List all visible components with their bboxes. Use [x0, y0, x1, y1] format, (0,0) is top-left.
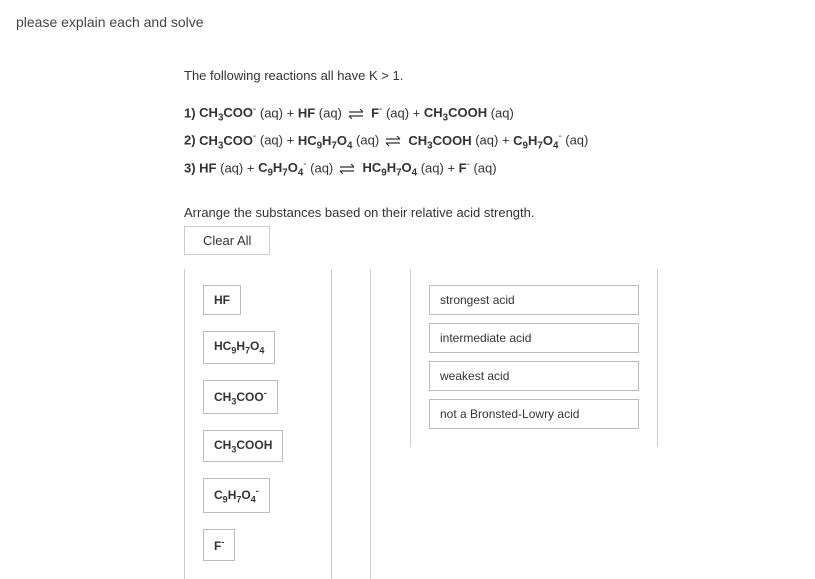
- column-divider: [370, 269, 372, 579]
- equilibrium-arrow-icon: [385, 136, 403, 146]
- source-column: HF HC9H7O4 CH3COO- CH3COOH C9H7O4- F-: [184, 269, 332, 579]
- slot-weakest-acid[interactable]: weakest acid: [429, 361, 639, 391]
- question-content: The following reactions all have K > 1. …: [184, 68, 815, 579]
- chip-acetate[interactable]: CH3COO-: [203, 380, 278, 414]
- instruction-text: Arrange the substances based on their re…: [184, 205, 815, 220]
- reaction-1: 1) CH3COO- (aq) + HF (aq) F- (aq) + CH3C…: [184, 101, 815, 128]
- reaction-2-prefix: 2): [184, 133, 199, 148]
- clear-all-button[interactable]: Clear All: [184, 226, 270, 255]
- reaction-list: 1) CH3COO- (aq) + HF (aq) F- (aq) + CH3C…: [184, 101, 815, 183]
- equilibrium-arrow-icon: [339, 164, 357, 174]
- slot-intermediate-acid[interactable]: intermediate acid: [429, 323, 639, 353]
- target-column: strongest acid intermediate acid weakest…: [410, 269, 658, 447]
- user-prompt: please explain each and solve: [16, 14, 815, 30]
- drag-drop-area: HF HC9H7O4 CH3COO- CH3COOH C9H7O4- F- st…: [184, 269, 815, 579]
- equilibrium-arrow-icon: [348, 109, 366, 119]
- chip-aspirin-acid[interactable]: HC9H7O4: [203, 331, 275, 363]
- chip-hf[interactable]: HF: [203, 285, 241, 315]
- slot-not-acid[interactable]: not a Bronsted-Lowry acid: [429, 399, 639, 429]
- reaction-3: 3) HF (aq) + C9H7O4- (aq) HC9H7O4 (aq) +…: [184, 156, 815, 183]
- reaction-3-prefix: 3): [184, 160, 199, 175]
- slot-strongest-acid[interactable]: strongest acid: [429, 285, 639, 315]
- chip-aspirin-anion[interactable]: C9H7O4-: [203, 478, 270, 512]
- reaction-2: 2) CH3COO- (aq) + HC9H7O4 (aq) CH3COOH (…: [184, 128, 815, 155]
- intro-text: The following reactions all have K > 1.: [184, 68, 815, 83]
- reaction-1-prefix: 1): [184, 105, 199, 120]
- chip-fluoride[interactable]: F-: [203, 529, 235, 561]
- chip-acetic-acid[interactable]: CH3COOH: [203, 430, 283, 462]
